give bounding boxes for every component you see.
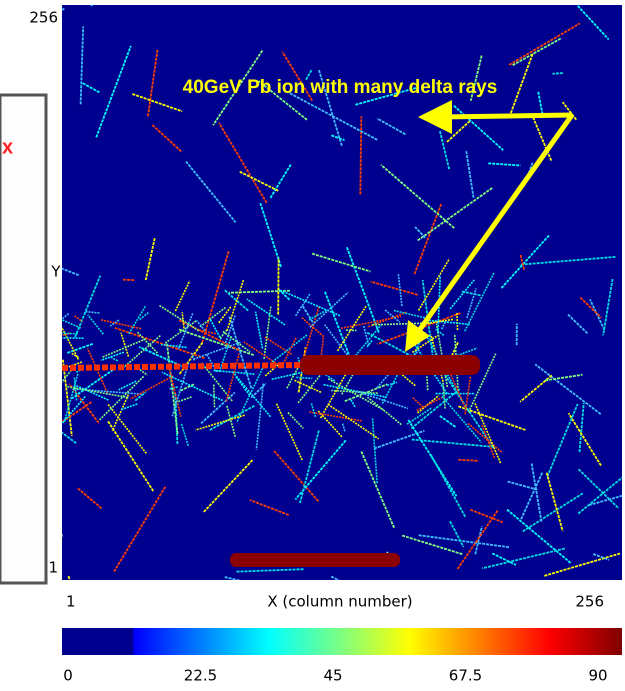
y-tick-label: 256 xyxy=(29,9,58,27)
x-tick-label: 256 xyxy=(575,593,604,611)
colorbar xyxy=(62,628,622,655)
ion-track xyxy=(300,355,480,375)
figure: x 40GeV Pb ion with many delta rays X (c… xyxy=(0,0,625,687)
ion-track xyxy=(230,553,400,567)
colorbar-tick-label: 90 xyxy=(588,667,607,685)
track xyxy=(123,280,134,281)
annotation: 40GeV Pb ion with many delta rays xyxy=(183,77,498,98)
left-panel-text: x xyxy=(2,136,13,158)
left-panel xyxy=(0,95,46,583)
colorbar-tick-label: 0 xyxy=(63,667,73,685)
colorbar-tick-label: 22.5 xyxy=(184,667,217,685)
track xyxy=(553,73,563,74)
x-axis-label: X (column number) xyxy=(267,593,412,611)
colorbar-tick-label: 67.5 xyxy=(449,667,482,685)
page: {"chart_data": {"type": "image", "left_p… xyxy=(0,0,625,687)
x-tick-label: 1 xyxy=(66,593,76,611)
y-tick-label: 1 xyxy=(48,559,58,577)
colorbar-tick-label: 45 xyxy=(323,667,342,685)
y-axis-label: Y xyxy=(50,263,61,281)
